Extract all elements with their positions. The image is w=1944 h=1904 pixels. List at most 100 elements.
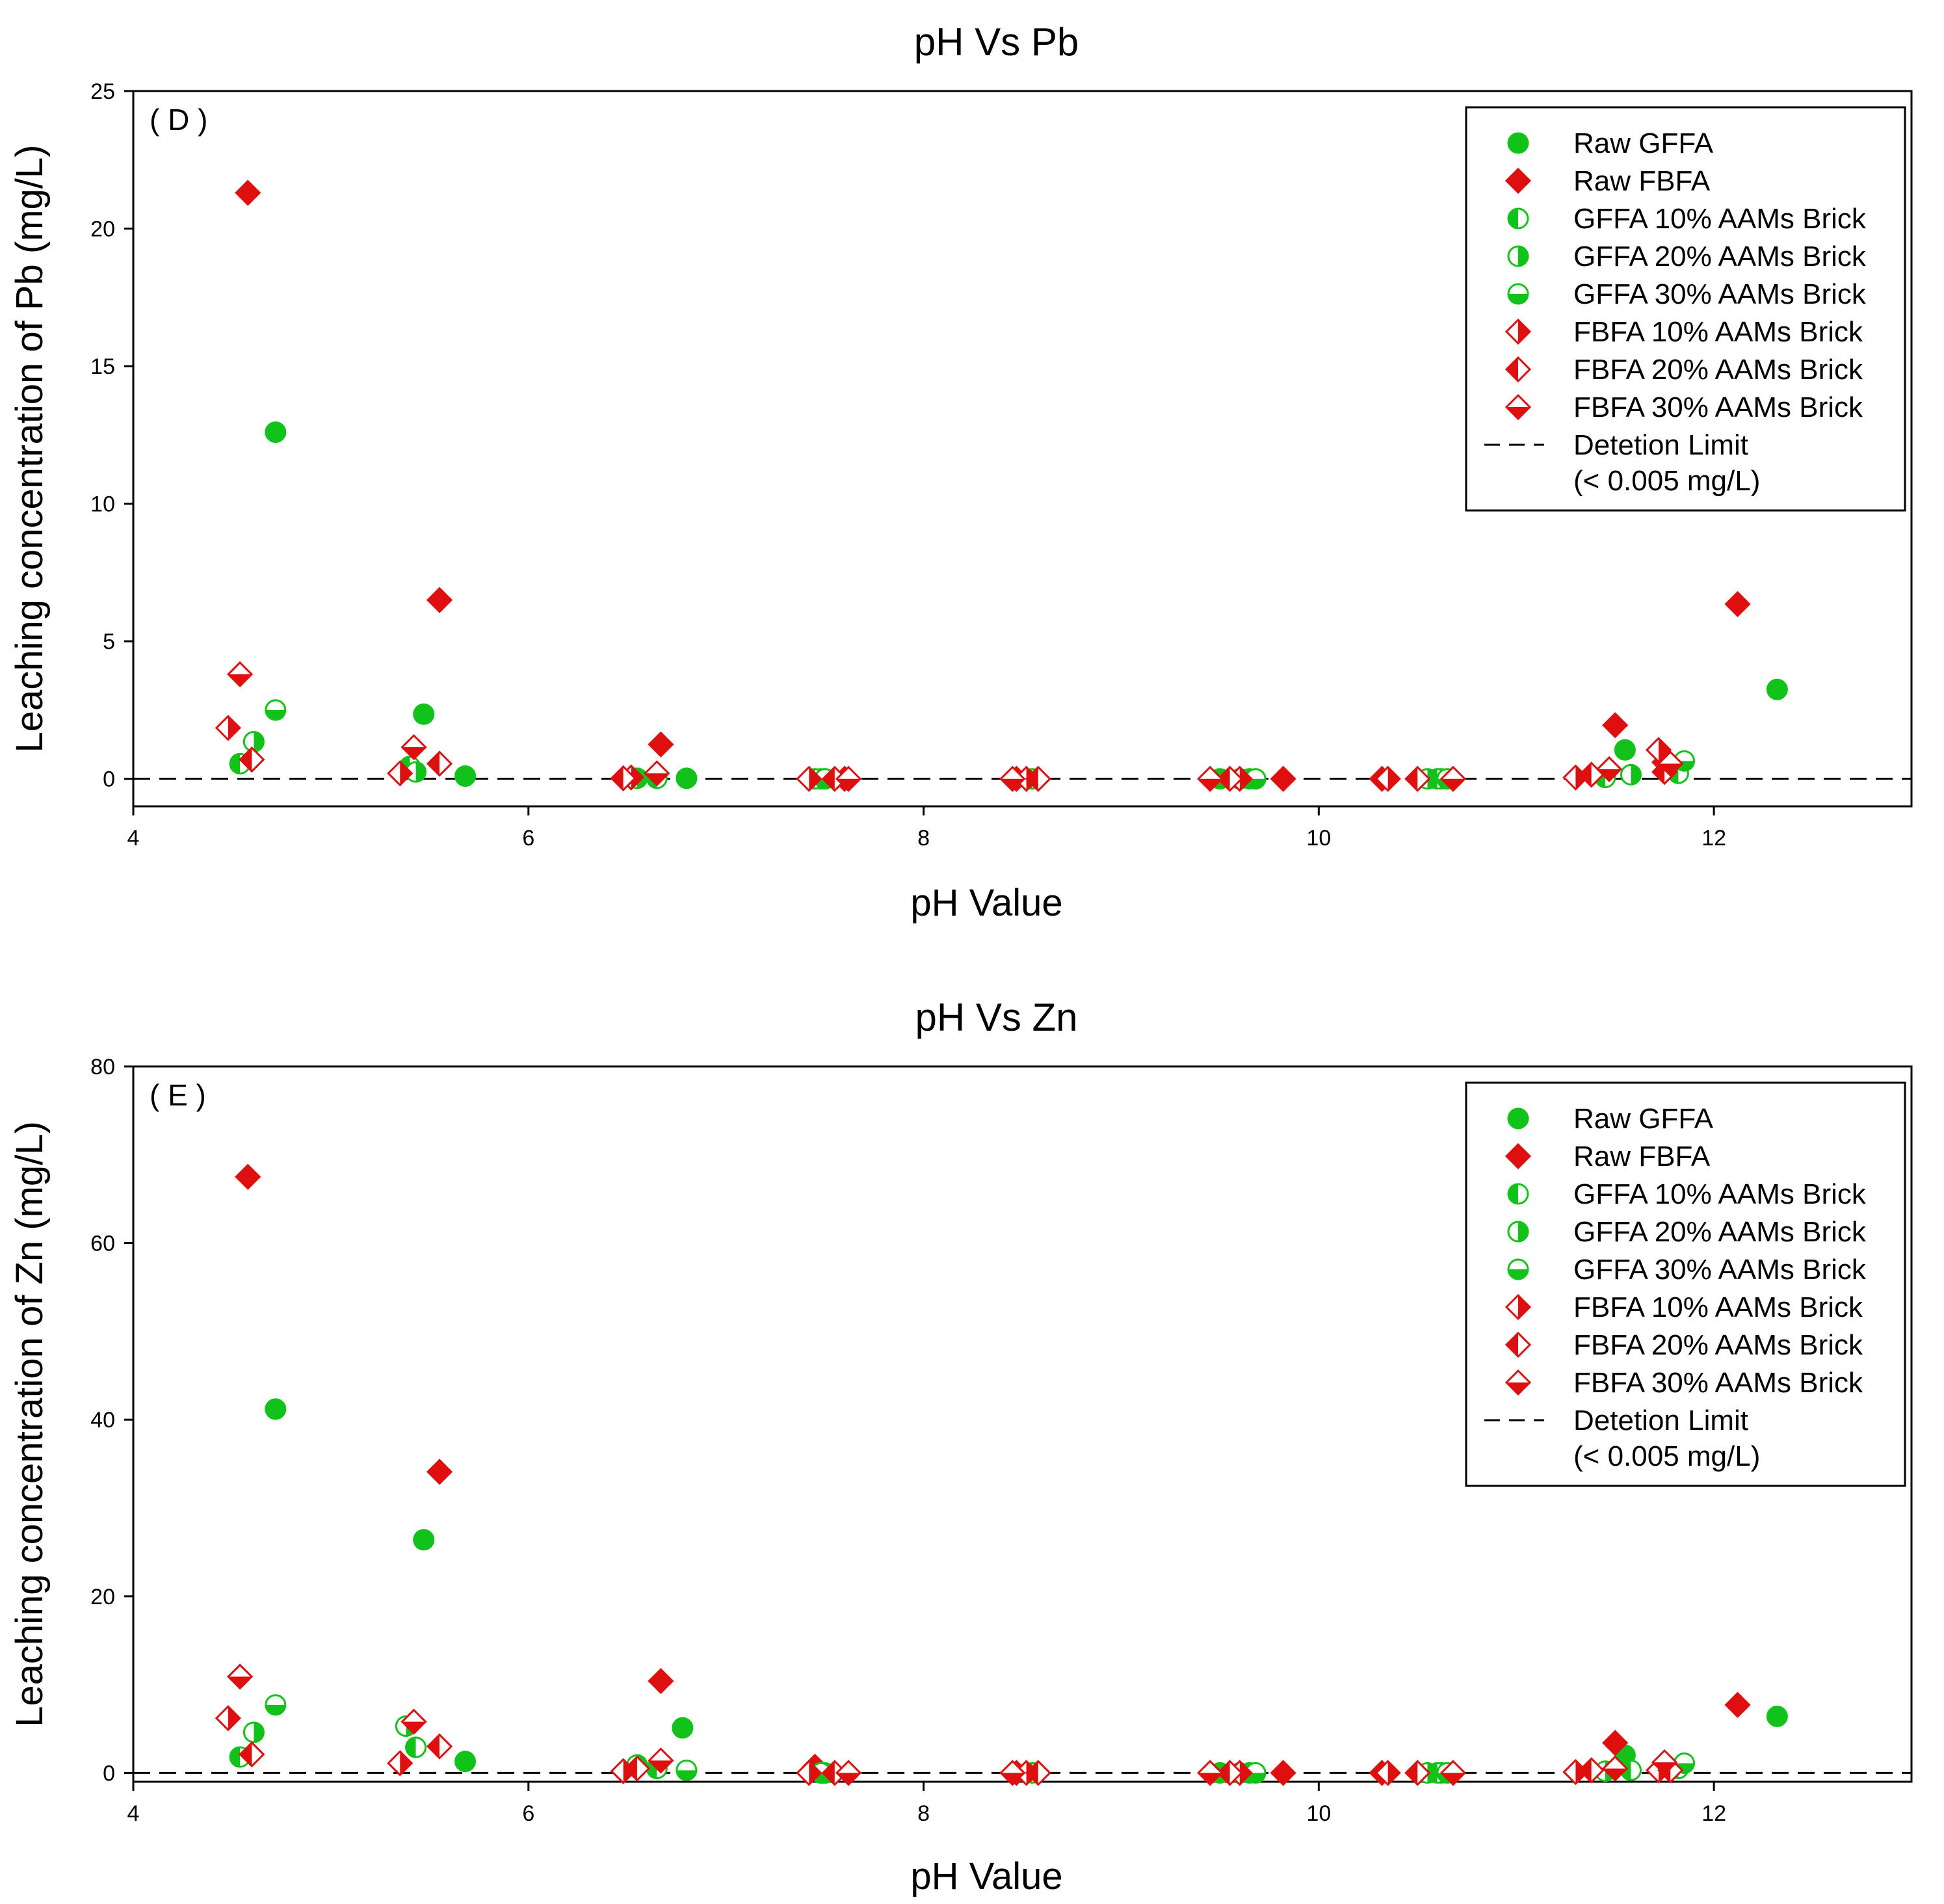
legend-label: FBFA 20% AAMs Brick xyxy=(1573,354,1863,386)
data-point-fbfa30 xyxy=(226,661,254,688)
data-point-fbfa30 xyxy=(401,734,427,761)
legend-label: Raw GFFA xyxy=(1573,1103,1714,1135)
legend-item-gffa20: GFFA 20% AAMs Brick xyxy=(1507,241,1867,272)
data-point-gffa10 xyxy=(229,752,251,774)
data-point-fbfa30 xyxy=(648,1747,674,1774)
legend-swatch xyxy=(1507,1183,1529,1205)
data-point-fbfa10 xyxy=(387,1750,414,1777)
legend-swatch xyxy=(1507,1107,1529,1130)
data-point-fbfa30 xyxy=(1651,1749,1678,1776)
data-points xyxy=(215,179,1788,792)
data-point-raw_fbfa xyxy=(426,587,453,613)
data-point-raw_fbfa xyxy=(1270,1760,1296,1786)
legend-item-gffa30: GFFA 30% AAMs Brick xyxy=(1507,1254,1867,1286)
legend-item-fbfa30: FBFA 30% AAMs Brick xyxy=(1504,391,1863,423)
y-tick-label: 0 xyxy=(103,1761,115,1786)
legend-item-gffa20: GFFA 20% AAMs Brick xyxy=(1507,1216,1867,1248)
data-point-raw_fbfa xyxy=(1270,765,1296,792)
data-point-raw_fbfa xyxy=(1602,1730,1629,1756)
data-point-fbfa10 xyxy=(1374,765,1401,792)
data-point-fbfa20 xyxy=(610,765,637,791)
data-point-fbfa10 xyxy=(1645,737,1672,763)
legend-label: Raw GFFA xyxy=(1573,127,1714,159)
data-point-fbfa30 xyxy=(835,1760,862,1786)
legend-label: Raw FBFA xyxy=(1573,165,1711,197)
x-tick-label: 4 xyxy=(127,826,140,851)
data-point-fbfa10 xyxy=(1374,1760,1401,1786)
legend-swatch xyxy=(1504,393,1532,421)
data-point-gffa20 xyxy=(243,1721,265,1743)
data-point-raw_gffa xyxy=(454,765,477,787)
legend-item-gffa10: GFFA 10% AAMs Brick xyxy=(1507,1178,1867,1210)
x-tick-label: 12 xyxy=(1701,826,1726,851)
data-point-raw_gffa xyxy=(413,703,435,725)
legend-label: FBFA 30% AAMs Brick xyxy=(1573,391,1863,423)
panel-label: ( D ) xyxy=(150,103,207,137)
data-point-fbfa20 xyxy=(1216,765,1243,792)
legend-item-raw_fbfa: Raw FBFA xyxy=(1504,1141,1711,1172)
legend-item-raw_gffa: Raw GFFA xyxy=(1507,1103,1714,1135)
data-point-raw_gffa xyxy=(1614,739,1636,761)
data-point-fbfa30 xyxy=(1602,1755,1629,1782)
x-tick-label: 10 xyxy=(1306,1801,1331,1826)
legend-swatch xyxy=(1507,132,1529,154)
data-point-fbfa20 xyxy=(1404,1760,1431,1786)
y-tick-label: 20 xyxy=(90,1585,115,1609)
legend-item-raw_fbfa: Raw FBFA xyxy=(1504,165,1711,197)
y-tick-label: 0 xyxy=(103,767,115,792)
data-point-raw_gffa xyxy=(413,1529,435,1551)
y-tick-label: 60 xyxy=(90,1232,115,1256)
data-point-fbfa20 xyxy=(1025,1760,1051,1786)
legend-label-sub: (< 0.005 mg/L) xyxy=(1573,465,1760,497)
data-point-raw_gffa xyxy=(672,1717,694,1739)
legend-swatch xyxy=(1504,1143,1532,1170)
data-point-fbfa30 xyxy=(1197,1760,1224,1786)
panel-label: ( E ) xyxy=(150,1078,206,1112)
data-point-gffa30 xyxy=(1244,768,1267,790)
legend-swatch xyxy=(1507,207,1529,230)
x-tick-label: 6 xyxy=(522,1801,534,1826)
legend-item-fbfa20: FBFA 20% AAMs Brick xyxy=(1504,354,1863,386)
legend-label: GFFA 20% AAMs Brick xyxy=(1573,1216,1867,1248)
data-point-fbfa10 xyxy=(796,765,822,792)
data-point-raw_gffa xyxy=(1766,678,1788,700)
legend-swatch xyxy=(1504,1293,1532,1321)
y-axis-label: Leaching concentration of Pb (mg/L) xyxy=(8,145,51,753)
data-point-fbfa10 xyxy=(796,1760,822,1786)
data-point-fbfa20 xyxy=(239,746,265,773)
legend-box xyxy=(1465,1081,1906,1487)
data-point-fbfa20 xyxy=(239,1741,265,1768)
data-point-fbfa20 xyxy=(1578,1757,1605,1784)
legend-swatch xyxy=(1504,356,1532,383)
legend-label: Detetion Limit xyxy=(1573,1405,1748,1436)
legend-item-fbfa10: FBFA 10% AAMs Brick xyxy=(1504,1291,1863,1323)
x-axis-label: pH Value xyxy=(910,882,1062,924)
legend-label: GFFA 30% AAMs Brick xyxy=(1573,278,1867,310)
legend-swatch xyxy=(1504,1331,1532,1358)
legend-label: GFFA 20% AAMs Brick xyxy=(1573,241,1867,272)
legend-item-limit: Detetion Limit (< 0.005 mg/L) xyxy=(1484,1405,1760,1472)
data-point-fbfa20 xyxy=(1404,765,1431,792)
legend-swatch xyxy=(1507,1258,1529,1280)
legend-swatch xyxy=(1507,245,1529,267)
data-point-fbfa10 xyxy=(215,1705,241,1732)
x-axis-label: pH Value xyxy=(910,1855,1062,1897)
data-point-gffa10 xyxy=(405,1736,427,1758)
data-point-fbfa30 xyxy=(1439,765,1467,792)
data-point-raw_fbfa xyxy=(648,731,674,758)
legend-label: GFFA 30% AAMs Brick xyxy=(1573,1254,1867,1286)
legend-swatch xyxy=(1504,1369,1532,1396)
legend-box xyxy=(1465,106,1906,512)
y-tick-label: 80 xyxy=(90,1055,115,1079)
data-point-fbfa30 xyxy=(1596,756,1623,783)
legend-item-gffa30: GFFA 30% AAMs Brick xyxy=(1507,278,1867,310)
chart-pb: pH Vs Pb pH Value Leaching concentration o… xyxy=(8,20,1913,924)
data-point-raw_fbfa xyxy=(235,179,261,206)
legend-label-sub: (< 0.005 mg/L) xyxy=(1573,1440,1760,1472)
data-points xyxy=(215,1163,1788,1786)
legend-item-raw_gffa: Raw GFFA xyxy=(1507,127,1714,159)
x-tick-label: 8 xyxy=(917,826,930,851)
data-point-fbfa30 xyxy=(226,1663,254,1690)
data-point-fbfa30 xyxy=(999,765,1026,792)
x-tick-label: 8 xyxy=(917,1801,930,1826)
